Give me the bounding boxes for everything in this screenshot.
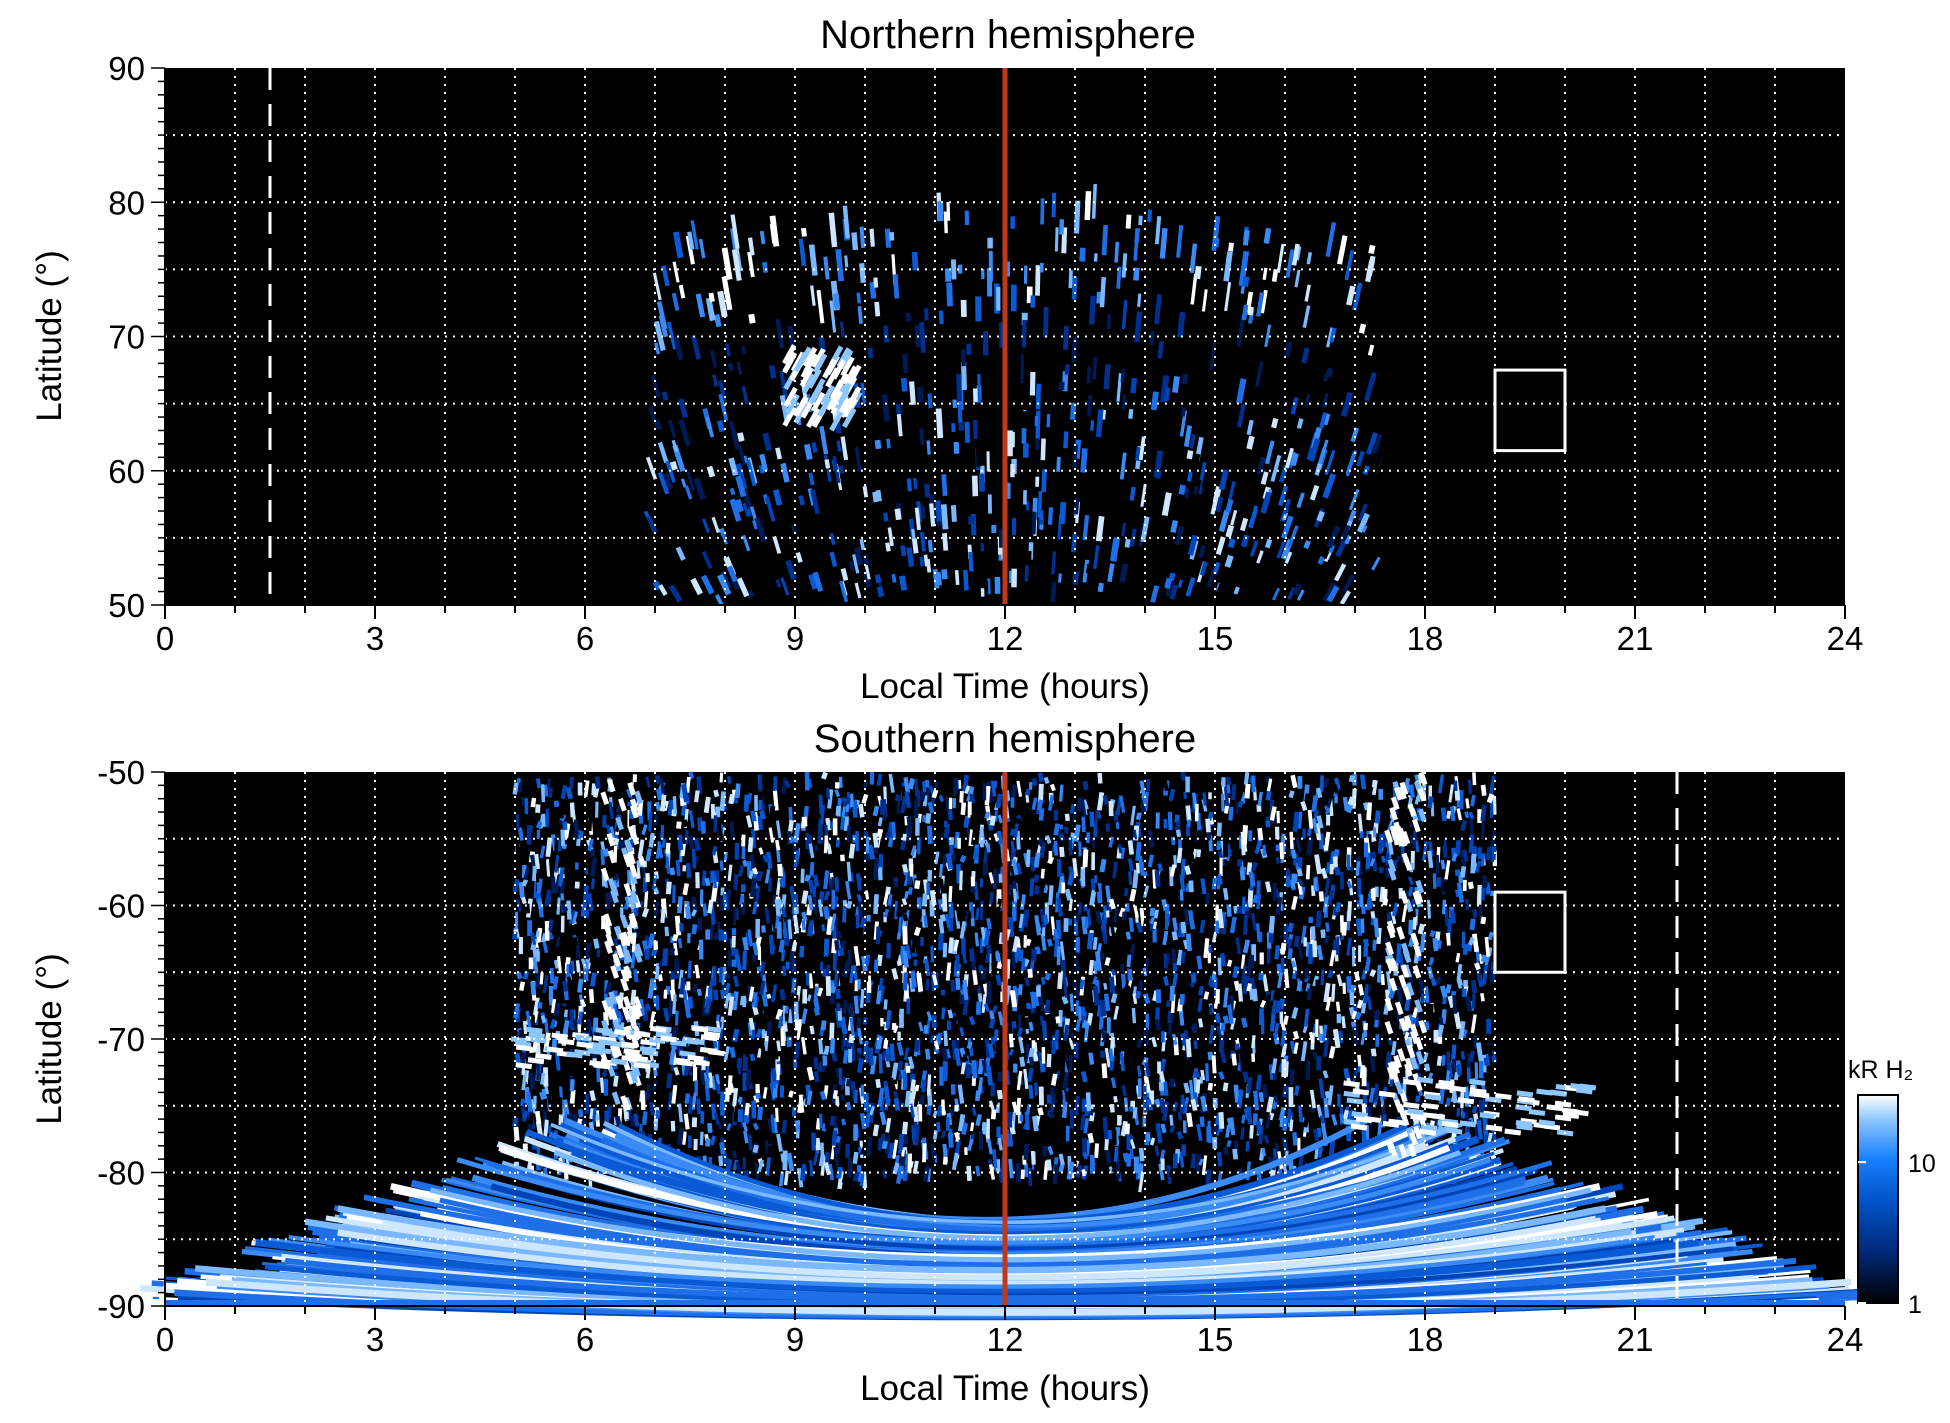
y-tick-label: -80	[97, 1155, 145, 1192]
colorbar-label: kR H₂	[1848, 1056, 1913, 1084]
x-tick-label: 12	[987, 1321, 1024, 1358]
north-emission-layer	[643, 183, 1384, 606]
x-tick-label: 6	[576, 620, 594, 657]
y-tick-label: -90	[97, 1288, 145, 1325]
colorbar-tick-label: 10	[1908, 1150, 1936, 1178]
y-tick-label: 90	[108, 50, 145, 87]
colorbar-ticks: 1 10	[1858, 1150, 1936, 1319]
south-annotations	[1002, 772, 1679, 1306]
colorbar-tick-label: 1	[1908, 1291, 1922, 1319]
north-axes: 0 3 6 9 12 15 18 21 24 50 60 70 80 90	[108, 50, 1863, 657]
x-tick-label: 24	[1827, 1321, 1864, 1358]
x-tick-label: 15	[1197, 620, 1234, 657]
south-y-axis-label: Latitude (°)	[30, 953, 69, 1125]
y-tick-label: 80	[108, 184, 145, 221]
y-tick-label: -50	[97, 754, 145, 791]
x-tick-label: 9	[786, 620, 804, 657]
x-tick-label: 0	[156, 1321, 174, 1358]
x-tick-label: 21	[1617, 1321, 1654, 1358]
y-tick-label: -70	[97, 1021, 145, 1058]
colorbar-gradient	[1857, 1094, 1899, 1304]
x-tick-label: 0	[156, 620, 174, 657]
x-tick-label: 21	[1617, 620, 1654, 657]
south-title: Southern hemisphere	[814, 717, 1196, 761]
x-tick-label: 15	[1197, 1321, 1234, 1358]
y-tick-label: 60	[108, 453, 145, 490]
y-tick-label: 50	[108, 587, 145, 624]
x-tick-label: 3	[366, 1321, 384, 1358]
x-tick-label: 18	[1407, 1321, 1444, 1358]
north-title: Northern hemisphere	[820, 13, 1196, 57]
north-annotations	[268, 68, 1567, 605]
x-tick-label: 3	[366, 620, 384, 657]
south-panel: Southern hemisphere 0 3 6 9 12 15 18 21 24 -90 -80…	[30, 717, 1892, 1408]
north-y-axis-label: Latitude (°)	[30, 250, 69, 422]
south-x-axis-label: Local Time (hours)	[860, 1369, 1150, 1408]
x-tick-label: 12	[987, 620, 1024, 657]
north-x-axis-label: Local Time (hours)	[860, 667, 1150, 706]
x-tick-label: 18	[1407, 620, 1444, 657]
south-axes: 0 3 6 9 12 15 18 21 24 -90 -80 -70 -60 -50	[97, 754, 1863, 1358]
x-tick-label: 24	[1827, 620, 1864, 657]
colorbar: kR H₂ 1 10	[1848, 1056, 1936, 1319]
x-tick-label: 9	[786, 1321, 804, 1358]
north-panel: Northern hemisphere 0 3 6 9 12 15 18 21 24 50 60 70…	[30, 13, 1863, 706]
y-tick-label: 70	[108, 319, 145, 356]
y-tick-label: -60	[97, 888, 145, 925]
x-tick-label: 6	[576, 1321, 594, 1358]
